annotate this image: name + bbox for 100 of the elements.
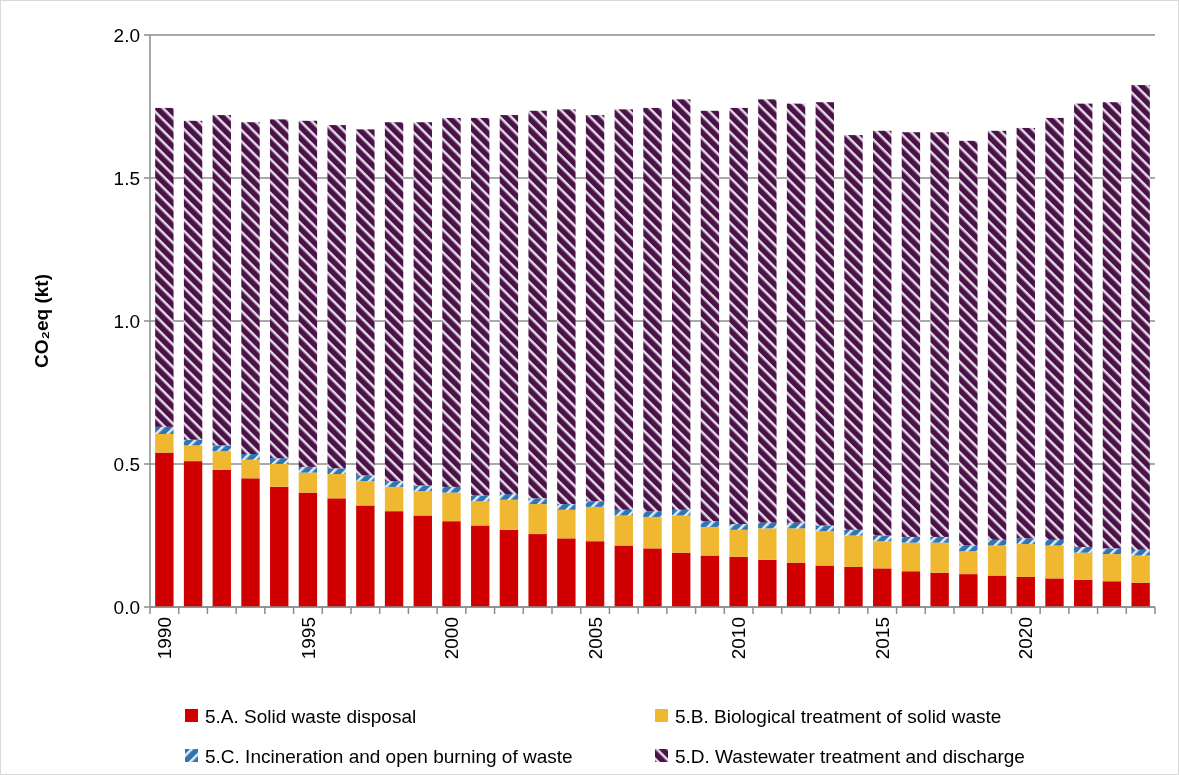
bar xyxy=(298,466,318,473)
bar xyxy=(384,511,404,607)
bar xyxy=(786,103,806,523)
bar xyxy=(1074,103,1093,547)
bar xyxy=(700,555,720,607)
bar xyxy=(585,541,605,607)
bar xyxy=(471,117,490,496)
bar xyxy=(700,521,720,527)
bar xyxy=(614,515,633,546)
y-tick-label: 2.0 xyxy=(113,24,140,46)
bar xyxy=(155,107,174,427)
bar xyxy=(413,122,432,486)
bar xyxy=(499,115,519,495)
bar xyxy=(270,119,289,459)
bar xyxy=(155,433,174,453)
y-tick-label: 0.5 xyxy=(113,453,140,475)
bar xyxy=(1045,117,1064,540)
x-tick-label: 1990 xyxy=(154,617,176,660)
bar xyxy=(1131,549,1150,556)
bar xyxy=(298,120,318,467)
bar xyxy=(270,486,289,607)
bar xyxy=(815,525,834,532)
bar xyxy=(643,107,662,512)
bar xyxy=(844,535,863,567)
bar xyxy=(212,445,231,452)
bar xyxy=(356,481,375,506)
bar xyxy=(901,542,921,572)
bar xyxy=(471,495,490,502)
bar xyxy=(1102,554,1122,582)
bar xyxy=(873,568,892,607)
bar xyxy=(442,117,461,487)
x-tick-label: 2010 xyxy=(728,617,750,660)
x-tick-label: 2015 xyxy=(871,617,893,660)
bar xyxy=(212,469,231,607)
bar xyxy=(585,501,605,507)
bar xyxy=(672,552,691,607)
bar xyxy=(384,481,404,487)
y-tick-label: 0.0 xyxy=(113,596,140,618)
bar xyxy=(1016,538,1035,545)
bar xyxy=(212,451,231,470)
bar xyxy=(384,486,404,512)
bar xyxy=(930,572,949,607)
bar xyxy=(528,498,547,505)
bar xyxy=(873,541,892,569)
bar xyxy=(183,445,203,462)
bar xyxy=(729,107,748,525)
bar xyxy=(413,485,432,492)
bar xyxy=(815,565,834,607)
bar xyxy=(1045,545,1064,579)
bar xyxy=(1016,127,1035,539)
bar xyxy=(987,575,1007,607)
bar xyxy=(987,130,1007,540)
x-tick-label: 2000 xyxy=(441,617,463,660)
bar xyxy=(930,132,949,537)
bar xyxy=(844,135,863,530)
bar xyxy=(758,522,777,529)
bar xyxy=(499,529,519,607)
bar xyxy=(585,115,605,502)
bar xyxy=(844,529,863,536)
bar xyxy=(901,536,921,543)
bar xyxy=(557,538,576,607)
bar xyxy=(585,506,605,542)
bar xyxy=(1045,578,1064,607)
bar xyxy=(183,461,203,607)
legend-label: 5.D. Wastewater treatment and discharge xyxy=(675,745,1025,767)
bar xyxy=(356,129,375,476)
bar xyxy=(413,491,432,516)
y-axis-title: CO₂eq (kt) xyxy=(31,274,52,368)
bar xyxy=(241,453,260,460)
bar xyxy=(557,109,576,505)
bar xyxy=(987,539,1007,546)
bar xyxy=(270,464,289,487)
bar xyxy=(1131,555,1150,583)
bar xyxy=(241,122,260,454)
bar xyxy=(815,531,834,566)
bar xyxy=(442,492,461,522)
bar xyxy=(729,556,748,607)
bar xyxy=(1016,544,1035,577)
bar xyxy=(1102,548,1122,555)
bar xyxy=(241,478,260,607)
bar xyxy=(183,120,203,440)
bar xyxy=(528,534,547,607)
bar xyxy=(442,521,461,607)
bar xyxy=(930,536,949,543)
bar xyxy=(614,109,633,510)
bar xyxy=(643,511,662,517)
bar xyxy=(1131,85,1150,550)
bar xyxy=(729,524,748,530)
bar xyxy=(930,542,949,573)
bar xyxy=(557,504,576,510)
x-tick-label: 2005 xyxy=(584,617,606,660)
bar xyxy=(959,574,978,607)
bar xyxy=(471,501,490,526)
bar xyxy=(1131,582,1150,607)
bar xyxy=(758,528,777,560)
bar xyxy=(327,125,346,469)
bar xyxy=(815,102,834,526)
bar xyxy=(298,472,318,493)
bar xyxy=(1016,576,1035,607)
bar xyxy=(499,499,519,530)
